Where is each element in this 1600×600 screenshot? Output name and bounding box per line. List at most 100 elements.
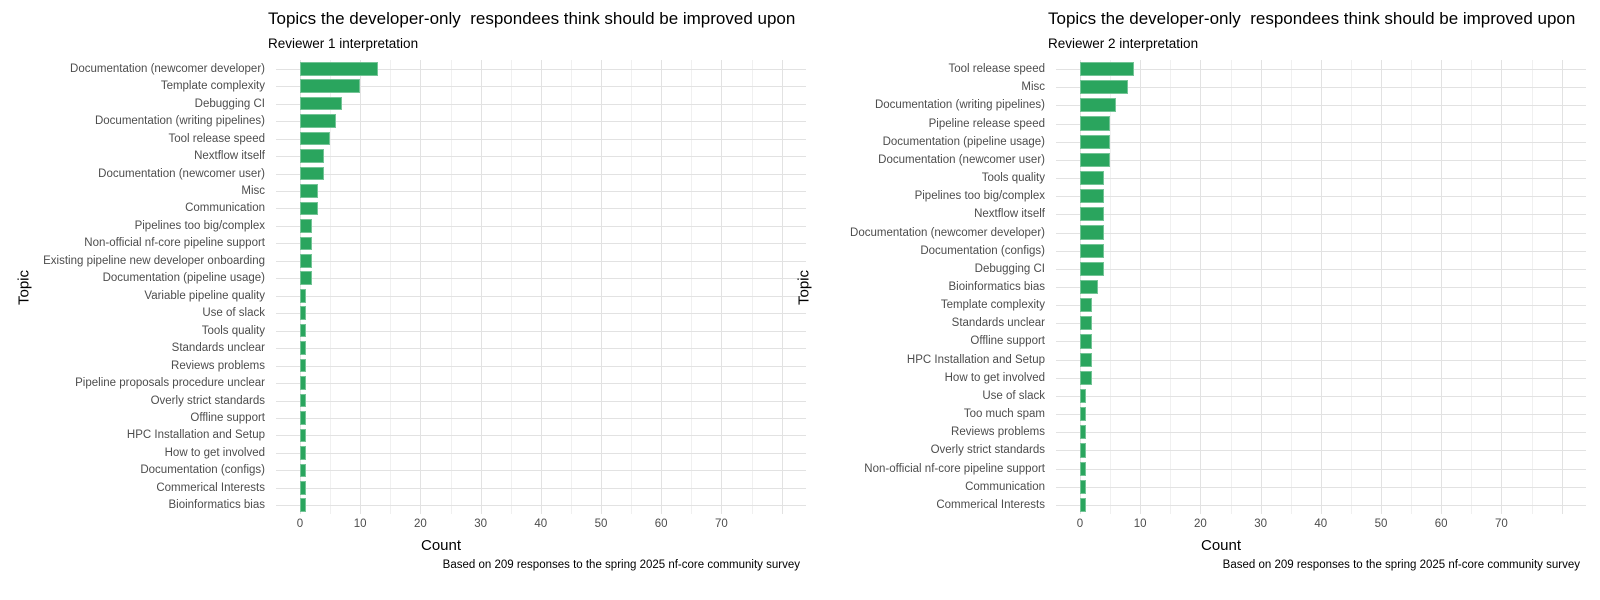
y-axis-label: Documentation (newcomer user) bbox=[98, 167, 265, 180]
gridline-major bbox=[540, 60, 542, 514]
bar bbox=[300, 358, 307, 373]
y-axis-label: How to get involved bbox=[944, 371, 1045, 384]
x-axis-tick: 30 bbox=[474, 518, 487, 530]
gridline-row bbox=[1056, 504, 1586, 506]
gridline-row bbox=[276, 330, 806, 332]
bar bbox=[300, 323, 307, 338]
x-axis-tick: 50 bbox=[594, 518, 608, 530]
bar bbox=[1080, 207, 1105, 222]
bar bbox=[300, 341, 307, 355]
bar bbox=[300, 463, 307, 478]
gridline-row bbox=[276, 278, 806, 280]
y-axis-label: Communication bbox=[185, 202, 265, 215]
chart-reviewer-1: Topics the developer-only respondees thi… bbox=[16, 9, 806, 571]
bar bbox=[300, 411, 307, 425]
y-axis-label: Standards unclear bbox=[951, 317, 1045, 330]
bar bbox=[300, 253, 313, 268]
gridline-row bbox=[276, 435, 806, 437]
gridline-row bbox=[1056, 214, 1586, 216]
x-axis-tick: 10 bbox=[353, 518, 367, 530]
gridline-row bbox=[276, 295, 806, 297]
bar bbox=[1080, 443, 1087, 458]
bar bbox=[1080, 370, 1093, 385]
bar bbox=[1080, 243, 1105, 258]
bar bbox=[1080, 407, 1087, 422]
bar bbox=[300, 428, 307, 443]
x-axis-tick: 60 bbox=[1434, 518, 1448, 530]
y-axis-label: Documentation (configs) bbox=[140, 464, 265, 477]
gridline-row bbox=[276, 243, 806, 245]
y-axis-label: Nextflow itself bbox=[194, 150, 265, 163]
y-axis-label: Offline support bbox=[190, 411, 265, 424]
bar bbox=[300, 498, 307, 513]
x-axis-tick: 40 bbox=[1314, 518, 1328, 530]
y-axis-label: Use of slack bbox=[202, 307, 265, 320]
gridline-row bbox=[1056, 178, 1586, 180]
y-axis-label: Too much spam bbox=[963, 408, 1045, 421]
chart-subtitle: Reviewer 2 interpretation bbox=[1048, 36, 1199, 51]
gridline-row bbox=[276, 487, 806, 489]
x-axis-tick: 30 bbox=[1254, 518, 1267, 530]
y-axis-label: Non-official nf-core pipeline support bbox=[864, 462, 1045, 475]
bar bbox=[300, 219, 313, 233]
bar bbox=[1080, 352, 1093, 367]
x-axis-tick: 0 bbox=[1076, 518, 1084, 530]
gridline-minor bbox=[390, 60, 392, 514]
gridline-row bbox=[1056, 123, 1586, 125]
gridline-row bbox=[1056, 414, 1586, 416]
gridline-row bbox=[1056, 287, 1586, 288]
gridline-row bbox=[1056, 359, 1586, 361]
bar bbox=[1080, 98, 1117, 113]
gridline-major bbox=[480, 60, 482, 514]
gridline-minor bbox=[510, 60, 512, 514]
gridline-row bbox=[276, 138, 806, 140]
y-axis-label: HPC Installation and Setup bbox=[126, 429, 265, 442]
gridline-major bbox=[360, 60, 362, 514]
y-axis-label: Documentation (pipeline usage) bbox=[102, 272, 265, 285]
gridline-row bbox=[1056, 250, 1586, 252]
y-axis-label: Documentation (newcomer user) bbox=[878, 153, 1045, 166]
plot-panel bbox=[276, 60, 806, 514]
y-axis-label: Overly strict standards bbox=[150, 394, 265, 407]
y-axis-label: HPC Installation and Setup bbox=[906, 353, 1045, 366]
bar bbox=[1080, 479, 1087, 494]
bar bbox=[300, 61, 379, 76]
gridline-row bbox=[1056, 105, 1586, 107]
gridline-row bbox=[276, 400, 806, 402]
y-axis-label: Use of slack bbox=[982, 389, 1045, 402]
y-axis-label: Pipeline proposals procedure unclear bbox=[75, 377, 265, 390]
bar bbox=[300, 446, 307, 460]
y-axis-label: Communication bbox=[965, 480, 1045, 493]
gridline-row bbox=[276, 156, 806, 158]
y-axis-label: Tool release speed bbox=[948, 63, 1045, 76]
x-axis-tick: 20 bbox=[1193, 518, 1207, 530]
chart-reviewer-2: Topics the developer-only respondees thi… bbox=[780, 0, 1600, 600]
x-axis-title: Count bbox=[420, 537, 462, 554]
chart-title: Topics the developer-only respondees thi… bbox=[1048, 9, 1576, 28]
bar bbox=[300, 96, 343, 111]
gridline-row bbox=[276, 103, 806, 105]
gridline-row bbox=[276, 348, 806, 350]
bar bbox=[1080, 279, 1099, 295]
gridline-row bbox=[1056, 196, 1586, 198]
bar bbox=[300, 480, 307, 495]
y-axis-label: Reviews problems bbox=[951, 426, 1045, 439]
x-axis-title: Count bbox=[1200, 537, 1242, 554]
bar bbox=[300, 236, 313, 251]
x-axis-tick: 20 bbox=[413, 518, 427, 530]
bar bbox=[300, 271, 313, 286]
y-axis-label: Nextflow itself bbox=[974, 208, 1045, 221]
bar bbox=[1080, 152, 1111, 167]
bar bbox=[1080, 116, 1111, 131]
y-axis-label: Debugging CI bbox=[194, 97, 265, 110]
y-axis-label: Documentation (newcomer developer) bbox=[70, 62, 265, 75]
y-axis-label: Standards unclear bbox=[171, 342, 265, 355]
bar bbox=[1080, 425, 1087, 440]
gridline-row bbox=[1056, 232, 1586, 234]
x-axis-tick: 10 bbox=[1133, 518, 1147, 530]
bar bbox=[300, 166, 325, 181]
gridline-minor bbox=[330, 60, 332, 514]
gridline-row bbox=[276, 173, 806, 175]
gridline-row bbox=[1056, 341, 1586, 343]
